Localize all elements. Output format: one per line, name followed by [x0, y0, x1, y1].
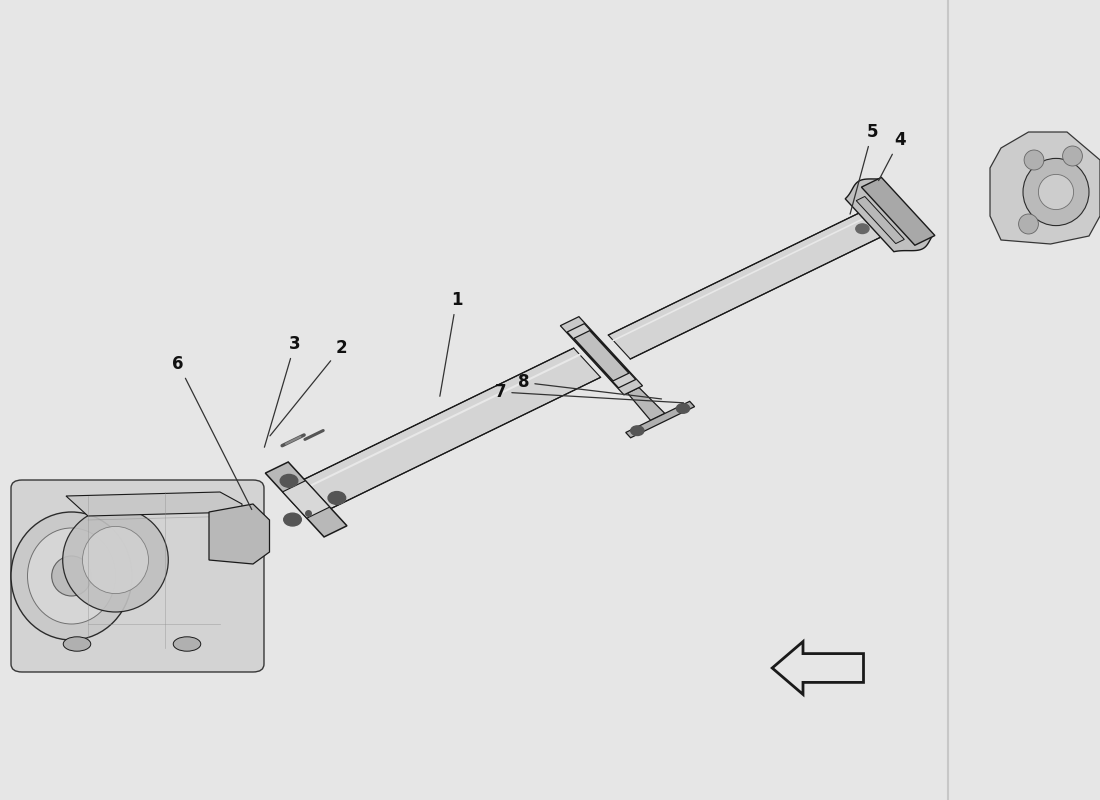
Polygon shape	[627, 387, 664, 420]
Ellipse shape	[1063, 146, 1082, 166]
Polygon shape	[856, 197, 904, 243]
Polygon shape	[626, 402, 694, 438]
Text: 6: 6	[173, 355, 252, 510]
Ellipse shape	[1038, 174, 1074, 210]
Ellipse shape	[28, 528, 115, 624]
Polygon shape	[292, 348, 601, 514]
Ellipse shape	[64, 637, 91, 651]
Polygon shape	[845, 179, 933, 252]
Circle shape	[856, 224, 869, 234]
Circle shape	[328, 491, 345, 504]
Ellipse shape	[82, 526, 148, 594]
Text: 5: 5	[850, 123, 878, 214]
Polygon shape	[990, 132, 1100, 244]
Text: 8: 8	[518, 374, 661, 399]
Text: 3: 3	[264, 335, 300, 447]
Polygon shape	[568, 324, 636, 388]
Polygon shape	[265, 462, 346, 537]
Text: 2: 2	[270, 339, 346, 436]
Text: 7: 7	[495, 383, 683, 403]
Ellipse shape	[1024, 150, 1044, 170]
Polygon shape	[574, 330, 629, 381]
Circle shape	[676, 404, 690, 414]
Polygon shape	[861, 178, 935, 246]
Ellipse shape	[1019, 214, 1038, 234]
Ellipse shape	[1023, 158, 1089, 226]
Polygon shape	[209, 504, 270, 564]
Circle shape	[284, 513, 301, 526]
Ellipse shape	[63, 508, 168, 612]
Ellipse shape	[11, 512, 132, 640]
Circle shape	[630, 426, 644, 435]
Polygon shape	[560, 317, 642, 395]
Text: 1: 1	[440, 291, 462, 396]
Ellipse shape	[174, 637, 200, 651]
Polygon shape	[283, 481, 330, 518]
Polygon shape	[66, 492, 242, 516]
Ellipse shape	[52, 556, 91, 596]
Circle shape	[280, 474, 298, 487]
Polygon shape	[608, 208, 891, 359]
FancyBboxPatch shape	[11, 480, 264, 672]
Text: 4: 4	[879, 131, 905, 181]
